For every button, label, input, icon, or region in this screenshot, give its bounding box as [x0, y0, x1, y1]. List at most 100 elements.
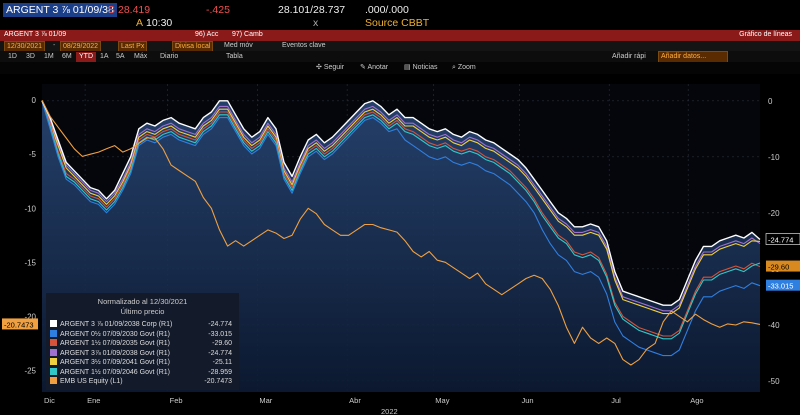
x-tick-label: Ene: [87, 396, 100, 405]
legend-label: ARGENT 0½ 07/09/2030 Govt (R1): [60, 330, 170, 338]
last-value-tag: [766, 279, 800, 291]
range-1m[interactable]: 1M: [44, 53, 54, 60]
change-menu[interactable]: 97) Camb: [232, 31, 263, 38]
last-value-label: -24.774: [768, 236, 793, 245]
legend-item[interactable]: ARGENT 1½ 07/09/2046 Govt (R1) -28.959: [50, 367, 236, 377]
right-tick-label: -40: [768, 321, 780, 330]
key-events-option[interactable]: Eventos clave: [282, 42, 326, 49]
range-1d[interactable]: 1D: [8, 53, 17, 60]
series-line: [41, 99, 761, 366]
last-value-tag: [765, 233, 800, 245]
actions-menu[interactable]: 96) Acc: [195, 31, 219, 38]
range-1a[interactable]: 1A: [100, 53, 109, 60]
range-3d[interactable]: 3D: [26, 53, 35, 60]
quick-add-label: Añadir rápi: [612, 53, 646, 60]
quote-header: ARGENT 3 ⅞ 01/09/38 S 28.419 -.425 28.10…: [0, 0, 800, 30]
legend-value: -24.774: [208, 321, 232, 328]
right-tick-label: -50: [768, 377, 780, 386]
legend-label: EMB US Equity (L1): [60, 378, 123, 385]
last-value-label: -29.60: [768, 263, 789, 272]
table-button[interactable]: Tabla: [226, 53, 243, 60]
quote-time: 10:30: [146, 17, 173, 29]
legend-swatch: [50, 377, 57, 384]
range-ytd[interactable]: YTD: [76, 52, 96, 62]
legend-label: ARGENT 3½ 07/09/2041 Govt (R1): [60, 359, 170, 366]
x-axis-year: 2022: [381, 407, 398, 415]
follow-label: Seguir: [323, 64, 345, 71]
legend-item[interactable]: ARGENT 3½ 07/09/2041 Govt (R1) -25.11: [50, 358, 236, 367]
security-field[interactable]: ARGENT 3 ⅞ 01/09: [4, 31, 67, 38]
series-line: [41, 100, 761, 306]
legend-item[interactable]: ARGENT 3 ⅞ 01/09/2038 Corp (R1) -24.774: [50, 320, 236, 329]
left-tick-label: -5: [29, 150, 37, 159]
x-tick-label: Mar: [259, 396, 272, 405]
series-line: [41, 100, 761, 312]
legend-label: ARGENT 1½ 07/09/2046 Govt (R1): [60, 368, 170, 376]
function-toolbar: ARGENT 3 ⅞ 01/09 96) Acc 97) Camb Gráfic…: [0, 30, 800, 41]
legend-item[interactable]: EMB US Equity (L1) -20.7473: [50, 377, 236, 386]
price-change: -.425: [206, 4, 230, 16]
frequency-select[interactable]: Diario: [160, 53, 179, 60]
last-value-tag: [2, 318, 38, 330]
zoom-label: Zoom: [457, 64, 476, 71]
chart-legend: Normalizado al 12/30/2021 Último precio …: [46, 293, 239, 390]
moving-average-option[interactable]: Med móv: [224, 42, 253, 49]
last-value-tag: [766, 260, 800, 272]
price-source: Source CBBT: [365, 17, 430, 29]
left-tick-label: 0: [32, 96, 37, 105]
x-tick-label: Dic: [44, 396, 55, 405]
legend-swatch: [50, 348, 57, 356]
legend-swatch: [50, 367, 57, 375]
chart-tools-toolbar: ✣ Seguir ✎ Anotar ▤ Noticias ⌕ Zoom: [0, 62, 800, 74]
security-ticker[interactable]: ARGENT 3 ⅞ 01/09/38: [3, 3, 117, 17]
bid-ask-size: x: [313, 17, 319, 29]
left-tick-label: -15: [24, 258, 36, 267]
annotate-button[interactable]: ✎ Anotar: [360, 64, 389, 71]
legend-swatch: [50, 320, 57, 327]
follow-button[interactable]: ✣ Seguir: [316, 64, 345, 71]
legend-swatch: [50, 329, 57, 337]
zoom-button[interactable]: ⌕ Zoom: [452, 64, 476, 71]
chart-type-label: Gráfico de líneas: [739, 31, 792, 38]
annotate-label: Anotar: [367, 64, 389, 71]
series-line: [41, 100, 761, 340]
series-line: [41, 100, 761, 357]
left-tick-label: -20: [24, 312, 36, 321]
x-tick-label: Abr: [349, 396, 361, 405]
range-6m[interactable]: 6M: [62, 53, 72, 60]
legend-value: -29.60: [212, 340, 232, 347]
legend-item[interactable]: ARGENT 1½ 07/09/2035 Govt (R1) -29.60: [50, 339, 236, 348]
last-value-label: -20.7473: [4, 320, 34, 329]
range-toolbar: 1D 3D 1M 6M YTD 1A 5A Máx Diario Tabla A…: [0, 51, 800, 63]
yield: .000/.000: [365, 4, 409, 16]
right-tick-label: -20: [768, 209, 780, 218]
legend-value: -28.959: [208, 368, 232, 376]
x-tick-label: Jul: [611, 396, 621, 405]
left-tick-label: -10: [24, 204, 36, 213]
legend-value: -25.11: [212, 359, 232, 366]
legend-item[interactable]: ARGENT 0½ 07/09/2030 Govt (R1) -33.015: [50, 329, 236, 339]
legend-label: ARGENT 3 ⅞ 01/09/2038 Corp (R1): [60, 321, 173, 328]
legend-swatch: [50, 358, 57, 365]
news-button[interactable]: ▤ Noticias: [404, 64, 438, 71]
legend-swatch: [50, 339, 57, 346]
range-max[interactable]: Máx: [134, 53, 148, 60]
range-5a[interactable]: 5A: [116, 53, 125, 60]
x-tick-label: Feb: [170, 396, 183, 405]
legend-label: ARGENT 1½ 07/09/2035 Govt (R1): [60, 340, 170, 347]
right-tick-label: 0: [768, 97, 773, 106]
series-line: [41, 100, 761, 315]
time-prefix: A: [136, 17, 144, 29]
legend-label: ARGENT 3⅞ 01/09/2038 Govt (R1): [60, 349, 170, 357]
legend-value: -24.774: [208, 349, 232, 357]
last-price: 28.419: [118, 4, 151, 16]
legend-value: -20.7473: [204, 378, 232, 385]
legend-value: -33.015: [208, 330, 232, 338]
price-flag-icon: S: [108, 4, 116, 16]
x-tick-label: Jun: [521, 396, 533, 405]
right-tick-label: -10: [768, 153, 780, 162]
last-value-label: -33.015: [768, 282, 793, 291]
legend-item[interactable]: ARGENT 3⅞ 01/09/2038 Govt (R1) -24.774: [50, 348, 236, 358]
x-tick-label: Ago: [690, 396, 703, 405]
news-label: Noticias: [412, 64, 438, 71]
